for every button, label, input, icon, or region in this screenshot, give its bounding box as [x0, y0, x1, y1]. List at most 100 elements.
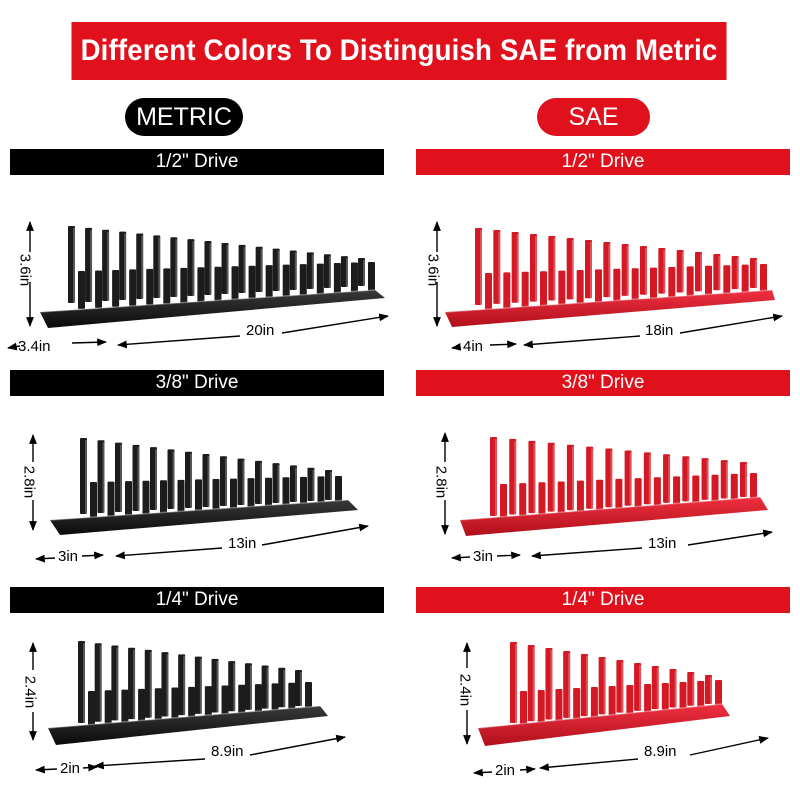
- rack-peg: [316, 263, 324, 295]
- rack-peg: [295, 670, 302, 706]
- rack-peg: [333, 263, 341, 294]
- rack-peg: [500, 484, 507, 522]
- rack-peg: [731, 256, 739, 290]
- rack-peg: [238, 684, 246, 718]
- rack-peg: [248, 265, 256, 299]
- rack-peg: [676, 250, 684, 293]
- rack-peg: [288, 682, 296, 714]
- metric-three-eighths-drive-bar: 3/8" Drive: [10, 370, 384, 396]
- sae-label: SAE: [537, 98, 650, 136]
- metric-three-eighths-height-label: 2.8in: [20, 465, 38, 499]
- rack-peg: [221, 685, 229, 719]
- width-arrow: [489, 340, 517, 349]
- rack-peg: [197, 267, 205, 302]
- rack-peg: [686, 266, 694, 299]
- rack-peg: [325, 470, 332, 500]
- sae-three-eighths-width-label: 3in: [473, 548, 494, 565]
- rack-peg: [188, 686, 196, 722]
- rack-peg: [697, 681, 705, 712]
- width-arrow: [451, 343, 462, 351]
- rack-peg: [668, 267, 676, 300]
- rack-peg: [299, 264, 307, 296]
- width-arrow: [71, 338, 107, 347]
- rack-peg: [741, 264, 749, 296]
- rack-peg: [202, 454, 210, 507]
- rack-peg: [558, 270, 566, 307]
- rack-peg: [255, 246, 263, 292]
- rack-peg: [580, 654, 588, 717]
- metric-half-length-label: 20in: [246, 322, 275, 339]
- rack-peg: [78, 641, 85, 723]
- metric-quarter-height-label: 2.4in: [21, 675, 39, 709]
- rack-peg: [586, 446, 594, 509]
- rack-peg: [510, 642, 517, 723]
- rack-peg: [673, 476, 681, 509]
- rack-peg: [644, 684, 652, 717]
- rack-peg: [170, 237, 178, 297]
- rack-peg: [282, 264, 290, 297]
- rack-peg: [713, 254, 721, 291]
- width-arrow: [7, 342, 21, 351]
- width-arrow: [451, 553, 471, 562]
- rack-peg: [705, 265, 712, 298]
- rack-peg: [163, 268, 171, 304]
- width-arrow: [81, 551, 104, 560]
- sae-half-height-label: 3.6in: [424, 253, 442, 287]
- rack-base: [48, 706, 328, 745]
- rack-peg: [231, 266, 239, 300]
- sae-quarter-rack: [477, 642, 730, 746]
- rack-peg: [643, 452, 651, 505]
- rack-peg: [323, 254, 331, 288]
- rack-peg: [634, 663, 642, 711]
- rack-peg: [340, 256, 348, 287]
- rack-peg: [289, 250, 297, 290]
- rack-peg: [350, 262, 358, 293]
- rack-peg: [194, 656, 202, 714]
- rack-peg: [265, 265, 273, 298]
- rack-peg: [97, 440, 105, 513]
- rack-peg: [566, 444, 574, 511]
- rack-peg: [679, 682, 687, 714]
- rack-peg: [590, 687, 598, 723]
- sae-quarter-height-label: 2.4in: [456, 673, 474, 707]
- rack-peg: [171, 687, 179, 723]
- rack-peg: [112, 269, 120, 307]
- rack-peg: [530, 234, 537, 302]
- rack-peg: [658, 248, 666, 294]
- rack-peg: [153, 235, 161, 298]
- rack-peg: [306, 252, 314, 289]
- rack-peg: [128, 647, 136, 720]
- rack-peg: [595, 269, 602, 305]
- rack-peg: [214, 266, 222, 301]
- rack-peg: [80, 438, 87, 514]
- rack-peg: [212, 479, 220, 513]
- sae-quarter-width-label: 2in: [495, 762, 516, 779]
- rack-peg: [144, 649, 152, 718]
- length-arrow: [679, 313, 783, 334]
- rack-peg: [585, 240, 592, 299]
- rack-peg: [750, 258, 757, 288]
- rack-peg: [161, 652, 169, 717]
- metric-three-eighths-rack: [49, 438, 358, 535]
- rack-peg: [244, 663, 252, 710]
- rack-peg: [521, 271, 529, 309]
- rack-base: [460, 497, 768, 536]
- rack-base: [50, 500, 358, 535]
- metric-three-eighths-width-label: 3in: [58, 548, 79, 565]
- rack-peg: [125, 481, 132, 518]
- length-arrow: [539, 758, 639, 772]
- rack-peg: [475, 228, 482, 305]
- rack-peg: [669, 669, 677, 708]
- rack-peg: [715, 680, 722, 710]
- rack-peg: [204, 241, 212, 295]
- length-arrow: [689, 736, 769, 756]
- rack-peg: [180, 267, 188, 303]
- rack-peg: [519, 483, 527, 521]
- rack-peg: [132, 444, 140, 511]
- rack-peg: [290, 465, 297, 502]
- sae-three-eighths-rack: [459, 437, 768, 536]
- rack-peg: [261, 665, 269, 709]
- rack-peg: [255, 460, 262, 504]
- sae-quarter-drive-bar: 1/4" Drive: [416, 587, 790, 613]
